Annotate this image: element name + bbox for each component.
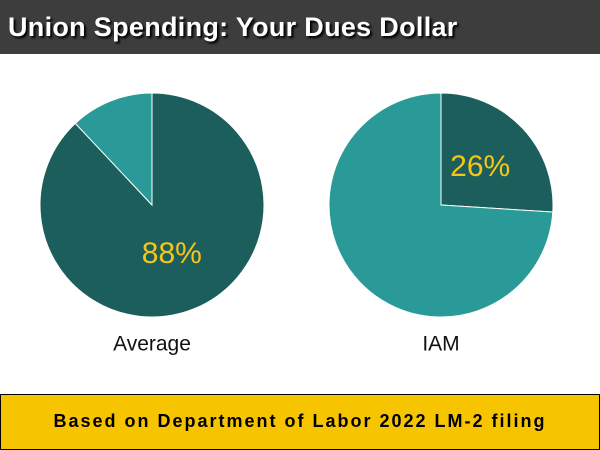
pie-slice [328,92,554,318]
pie-label: IAM [422,333,459,356]
footer-text: Based on Department of Labor 2022 LM-2 f… [53,411,547,431]
title: Union Spending: Your Dues Dollar [8,12,458,42]
footer: Based on Department of Labor 2022 LM-2 f… [0,394,600,450]
pie-label: Average [113,333,191,356]
value-label: 88% [142,237,202,270]
pie-slice [440,92,554,213]
value-label: 26% [450,150,510,183]
charts: 88% Average 26% IAM [39,92,554,356]
pie-slice [74,92,153,207]
header: Union Spending: Your Dues Dollar [0,0,600,54]
